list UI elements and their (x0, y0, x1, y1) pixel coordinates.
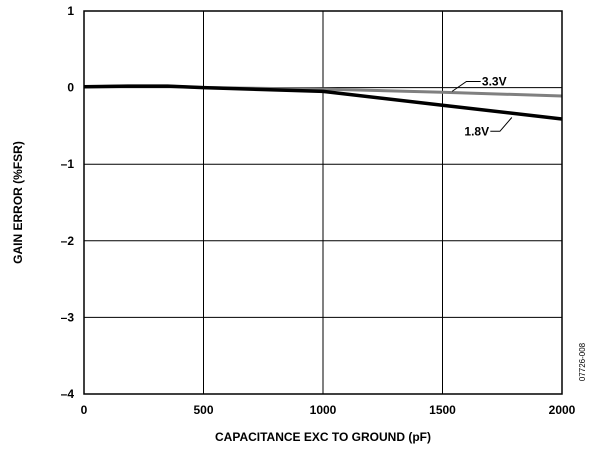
series-label-3-3v: 3.3V (482, 74, 507, 88)
x-tick-label: 1000 (310, 403, 337, 417)
y-tick-label: 1 (67, 4, 74, 18)
chart-series (83, 84, 563, 121)
y-tick-label: –3 (61, 310, 75, 324)
y-tick-label: –2 (61, 234, 75, 248)
x-axis-ticks: 0 500 1000 1500 2000 (81, 403, 576, 417)
chart-grid (84, 11, 562, 394)
x-tick-label: 1500 (429, 403, 456, 417)
y-axis-ticks: 1 0 –1 –2 –3 –4 (61, 4, 75, 401)
figure-id-label: 07726-008 (578, 342, 587, 381)
callout-leader-3-3v (451, 81, 481, 92)
y-tick-label: –1 (61, 157, 75, 171)
series-line-1-8v (83, 84, 563, 121)
x-tick-label: 500 (193, 403, 213, 417)
x-tick-label: 2000 (549, 403, 576, 417)
y-axis-title: GAIN ERROR (%FSR) (11, 141, 25, 264)
x-axis-title: CAPACITANCE EXC TO GROUND (pF) (215, 430, 431, 444)
x-tick-label: 0 (81, 403, 88, 417)
callout-leader-1-8v (490, 117, 513, 132)
series-callouts: 3.3V 1.8V (451, 74, 513, 138)
y-tick-label: 0 (67, 81, 74, 95)
series-label-1-8v: 1.8V (464, 124, 489, 138)
y-tick-label: –4 (61, 387, 75, 401)
plot-frame (83, 10, 563, 395)
